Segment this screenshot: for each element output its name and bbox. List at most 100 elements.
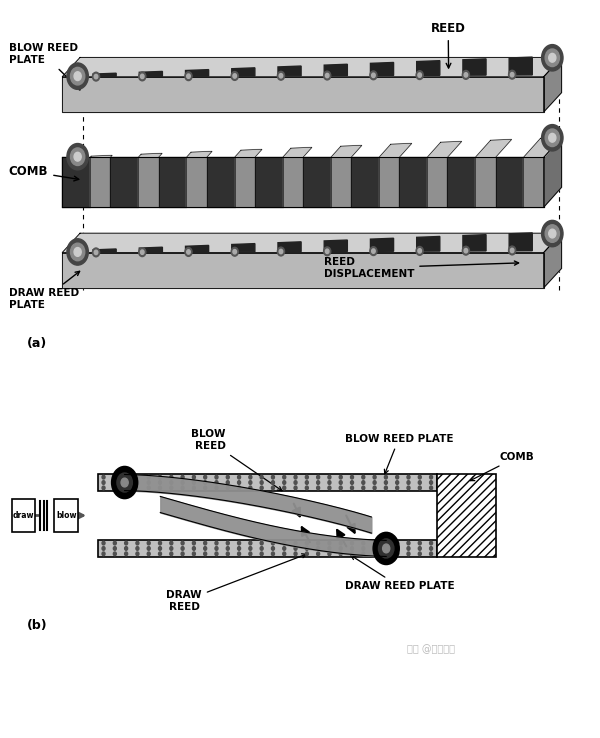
Polygon shape xyxy=(463,59,486,75)
Circle shape xyxy=(305,480,308,484)
Polygon shape xyxy=(379,157,399,207)
Circle shape xyxy=(67,239,88,265)
Polygon shape xyxy=(370,238,394,252)
Polygon shape xyxy=(255,157,283,207)
Circle shape xyxy=(271,475,274,479)
Circle shape xyxy=(283,486,286,490)
Circle shape xyxy=(181,541,184,545)
Circle shape xyxy=(383,544,390,553)
Text: DRAW REED PLATE: DRAW REED PLATE xyxy=(344,556,454,591)
Text: COMB: COMB xyxy=(470,452,535,480)
Circle shape xyxy=(407,475,410,479)
Circle shape xyxy=(102,486,105,490)
Circle shape xyxy=(147,541,150,545)
Circle shape xyxy=(549,134,556,142)
Bar xyxy=(98,540,437,556)
Polygon shape xyxy=(139,247,163,252)
Polygon shape xyxy=(62,252,544,288)
Circle shape xyxy=(271,547,274,551)
Circle shape xyxy=(158,486,161,490)
Circle shape xyxy=(509,70,515,79)
Circle shape xyxy=(203,486,206,490)
Circle shape xyxy=(418,486,421,490)
Polygon shape xyxy=(303,157,331,207)
Polygon shape xyxy=(93,249,116,252)
Circle shape xyxy=(271,480,274,484)
Circle shape xyxy=(362,475,365,479)
Circle shape xyxy=(371,73,375,77)
Circle shape xyxy=(385,541,388,545)
Circle shape xyxy=(328,552,331,556)
Circle shape xyxy=(260,486,263,490)
Circle shape xyxy=(339,486,342,490)
Circle shape xyxy=(215,541,218,545)
Circle shape xyxy=(193,475,196,479)
Circle shape xyxy=(464,73,467,77)
Circle shape xyxy=(170,480,173,484)
Circle shape xyxy=(94,250,98,255)
Circle shape xyxy=(371,249,375,253)
Circle shape xyxy=(140,75,144,78)
Circle shape xyxy=(271,486,274,490)
Circle shape xyxy=(509,246,515,255)
Circle shape xyxy=(385,475,388,479)
Circle shape xyxy=(283,480,286,484)
Circle shape xyxy=(294,552,297,556)
Circle shape xyxy=(125,475,128,479)
Circle shape xyxy=(407,547,410,551)
Circle shape xyxy=(277,247,284,256)
Circle shape xyxy=(136,486,139,490)
Polygon shape xyxy=(463,235,486,251)
Circle shape xyxy=(139,248,146,257)
Circle shape xyxy=(379,539,394,558)
Circle shape xyxy=(464,249,467,253)
Polygon shape xyxy=(278,242,301,252)
Circle shape xyxy=(203,480,206,484)
Circle shape xyxy=(74,152,81,161)
Circle shape xyxy=(112,466,138,499)
Circle shape xyxy=(373,532,399,565)
Polygon shape xyxy=(416,236,440,251)
Circle shape xyxy=(385,552,388,556)
Polygon shape xyxy=(416,61,440,75)
Polygon shape xyxy=(523,157,544,207)
Circle shape xyxy=(396,547,398,551)
Polygon shape xyxy=(283,148,312,157)
Polygon shape xyxy=(427,142,461,157)
Circle shape xyxy=(305,547,308,551)
Polygon shape xyxy=(235,157,255,207)
Circle shape xyxy=(370,71,377,80)
Circle shape xyxy=(317,486,320,490)
Circle shape xyxy=(279,74,283,78)
Polygon shape xyxy=(399,157,427,207)
Polygon shape xyxy=(509,57,532,75)
Polygon shape xyxy=(62,77,544,112)
Circle shape xyxy=(260,480,263,484)
Polygon shape xyxy=(62,58,562,77)
Circle shape xyxy=(249,552,252,556)
Circle shape xyxy=(125,480,128,484)
Circle shape xyxy=(294,547,297,551)
Circle shape xyxy=(249,547,252,551)
Circle shape xyxy=(373,480,376,484)
Circle shape xyxy=(328,547,331,551)
Polygon shape xyxy=(110,157,138,207)
Circle shape xyxy=(283,541,286,545)
Circle shape xyxy=(102,552,105,556)
Circle shape xyxy=(430,480,433,484)
Circle shape xyxy=(362,486,365,490)
Circle shape xyxy=(233,249,236,254)
Circle shape xyxy=(362,547,365,551)
Circle shape xyxy=(328,541,331,545)
Circle shape xyxy=(430,547,433,551)
Polygon shape xyxy=(138,154,162,157)
Circle shape xyxy=(102,541,105,545)
Circle shape xyxy=(430,475,433,479)
Polygon shape xyxy=(139,72,163,77)
Circle shape xyxy=(193,547,196,551)
Circle shape xyxy=(407,541,410,545)
Polygon shape xyxy=(331,157,351,207)
Circle shape xyxy=(542,221,563,246)
Circle shape xyxy=(430,541,433,545)
Circle shape xyxy=(74,72,81,80)
